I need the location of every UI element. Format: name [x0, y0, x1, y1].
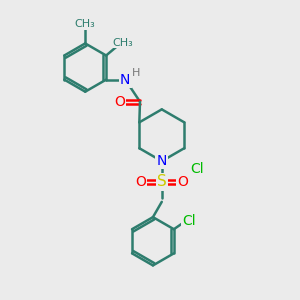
Text: N: N [157, 154, 167, 168]
Text: O: O [114, 95, 125, 109]
Text: H: H [132, 68, 140, 78]
Text: O: O [178, 175, 188, 189]
Text: Cl: Cl [190, 161, 204, 176]
Text: Cl: Cl [182, 214, 196, 228]
Text: O: O [135, 175, 146, 189]
Text: CH₃: CH₃ [112, 38, 133, 47]
Text: CH₃: CH₃ [75, 19, 96, 29]
Text: S: S [157, 174, 167, 189]
Text: N: N [120, 73, 130, 87]
